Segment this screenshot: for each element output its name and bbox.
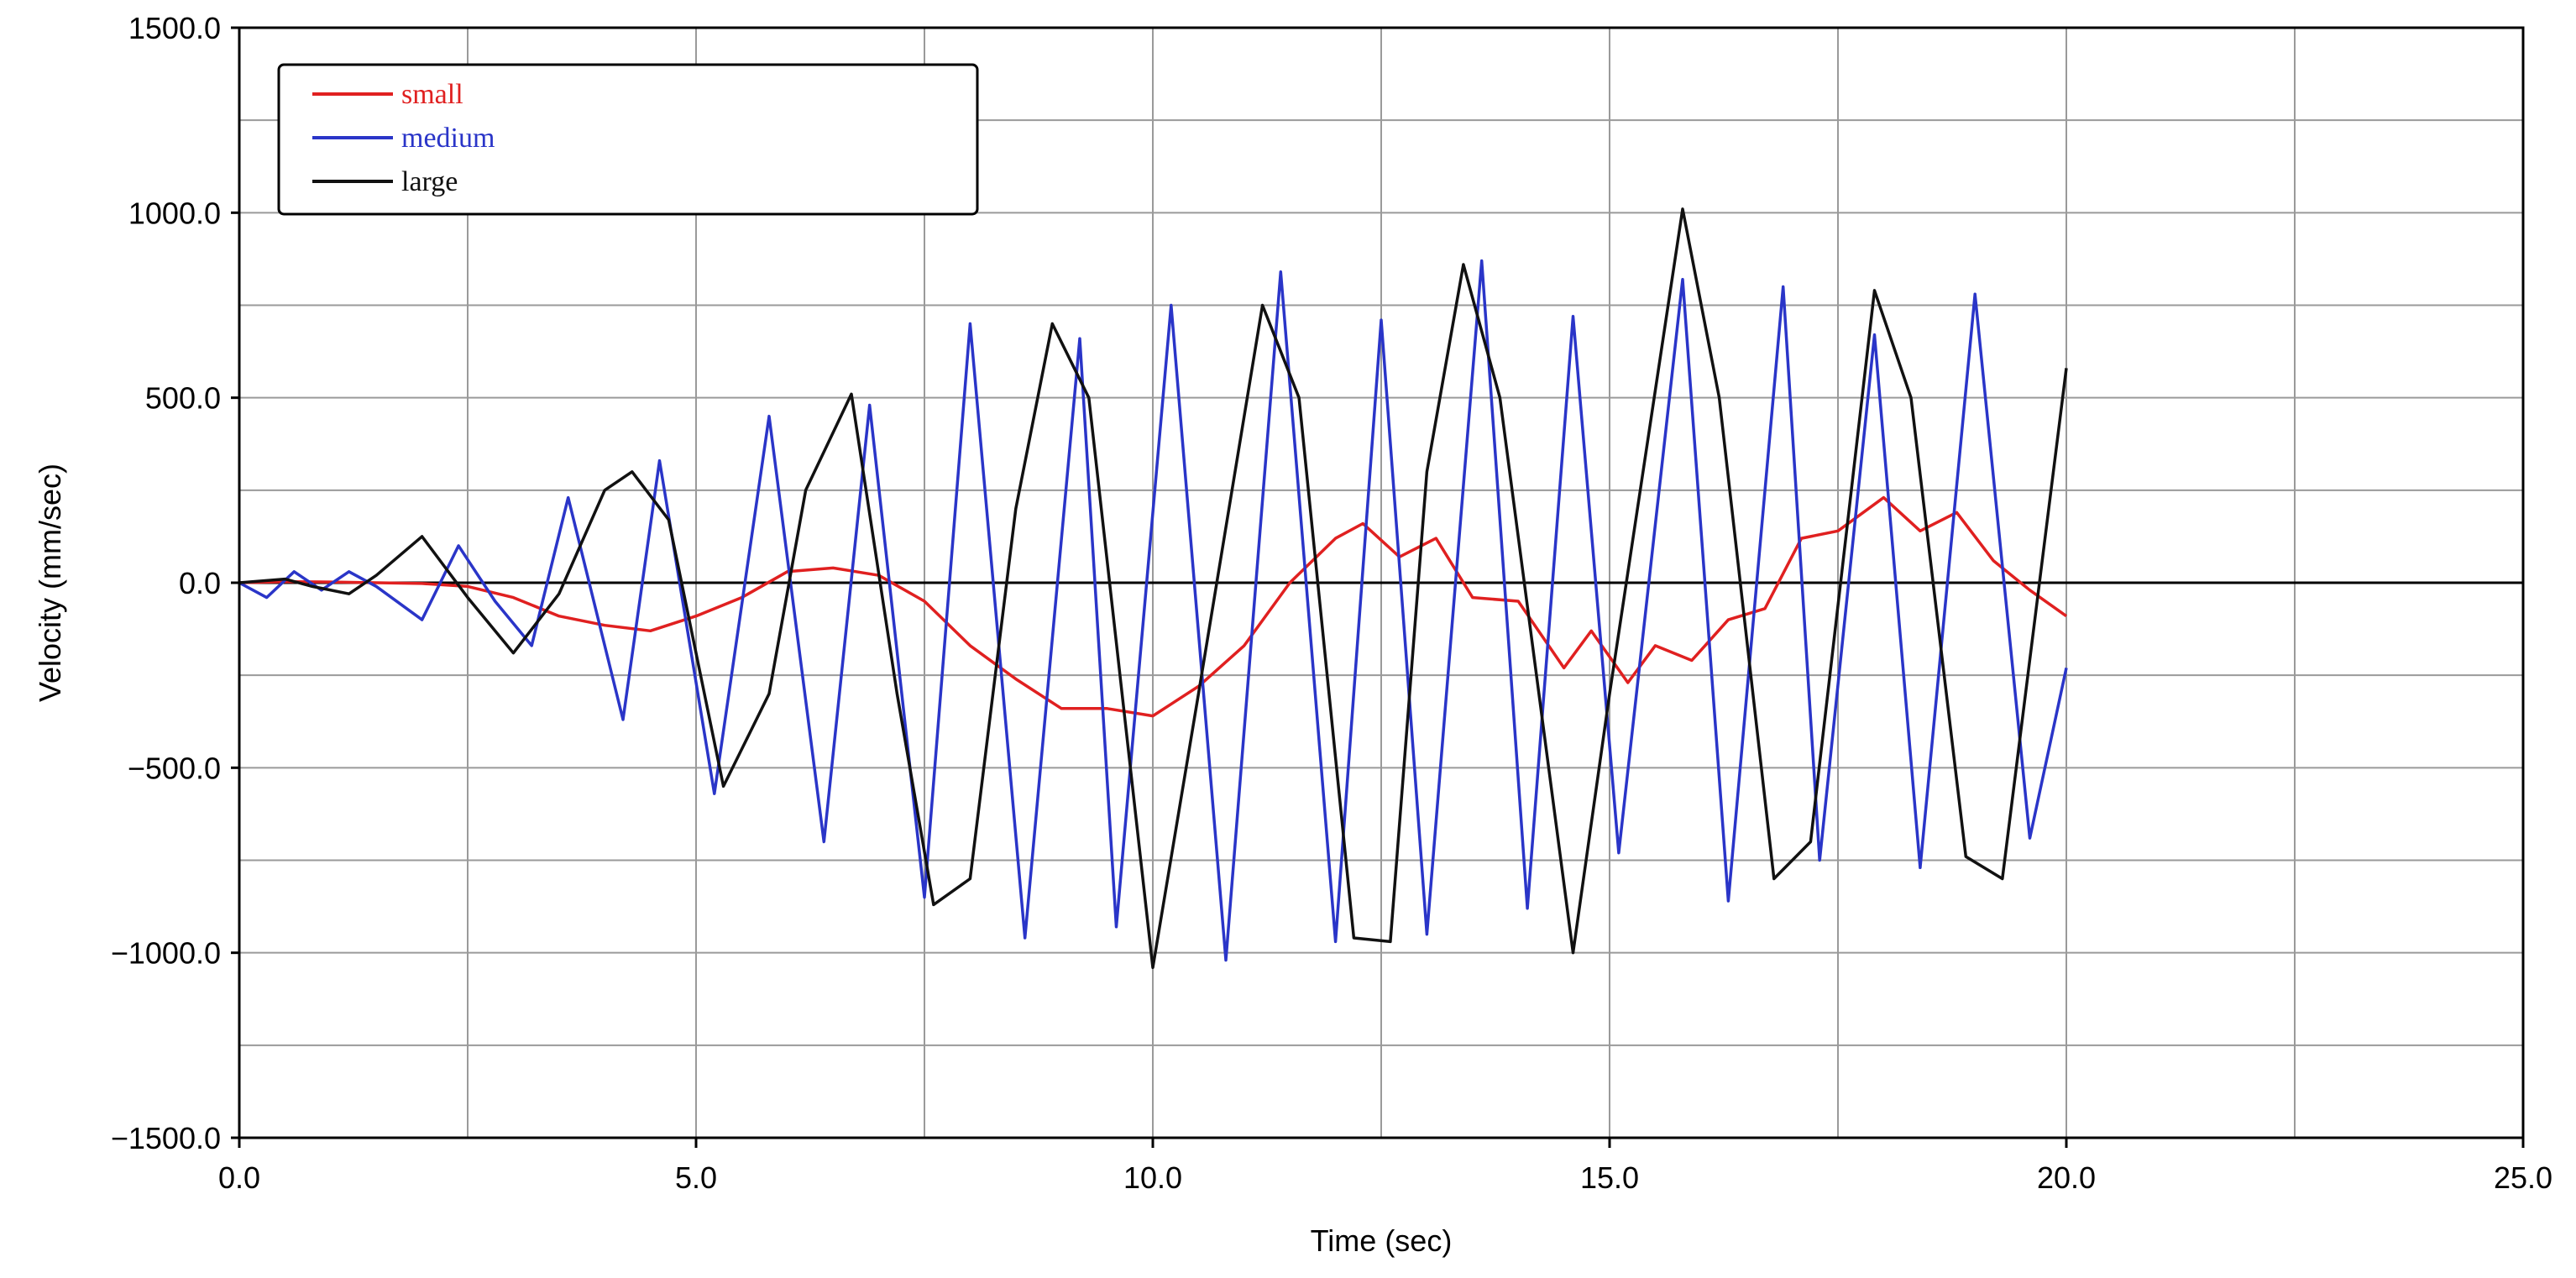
x-axis-title: Time (sec) bbox=[1311, 1223, 1453, 1258]
legend-label-large: large bbox=[401, 166, 458, 197]
x-tick-label: 0.0 bbox=[218, 1160, 260, 1195]
y-tick-label: 1500.0 bbox=[128, 11, 221, 45]
y-axis-title: Velocity (mm/sec) bbox=[33, 464, 67, 702]
series-line-large bbox=[238, 207, 2068, 970]
y-tick-label: 500.0 bbox=[145, 381, 221, 416]
x-tick-label: 5.0 bbox=[675, 1160, 717, 1195]
x-tick-labels: 0.0 5.0 10.0 15.0 20.0 25.0 bbox=[218, 1138, 2552, 1195]
y-tick-label: −1500.0 bbox=[111, 1121, 221, 1155]
legend: small medium large bbox=[277, 63, 979, 216]
x-tick-label: 15.0 bbox=[1580, 1160, 1639, 1195]
series-layer bbox=[238, 207, 2068, 970]
y-tick-label: −1000.0 bbox=[111, 936, 221, 971]
x-tick-label: 10.0 bbox=[1123, 1160, 1182, 1195]
x-tick-label: 25.0 bbox=[2494, 1160, 2552, 1195]
legend-label-small: small bbox=[401, 79, 463, 110]
y-tick-label: −500.0 bbox=[128, 751, 221, 785]
series-line-small bbox=[238, 495, 2068, 718]
legend-label-medium: medium bbox=[401, 123, 495, 154]
x-tick-label: 20.0 bbox=[2037, 1160, 2096, 1195]
legend-box bbox=[277, 63, 979, 216]
y-tick-label: 0.0 bbox=[179, 566, 221, 600]
legend-items: small medium large bbox=[312, 79, 495, 197]
y-tick-labels: −1500.0 −1000.0 −500.0 0.0 500.0 1000.0 1500.0 bbox=[111, 11, 239, 1155]
y-tick-label: 1000.0 bbox=[128, 196, 221, 230]
